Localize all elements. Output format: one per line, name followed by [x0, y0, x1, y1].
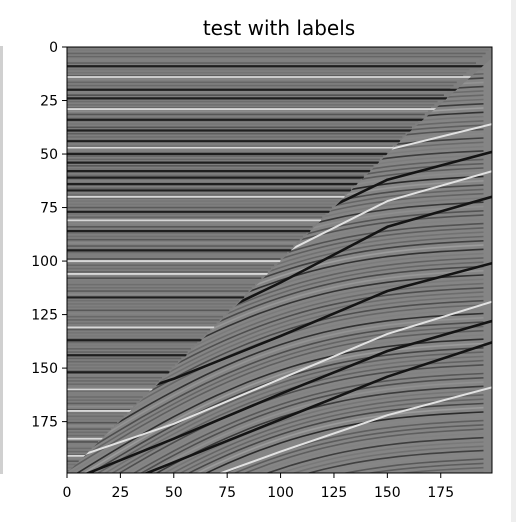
dipping-texture-line — [67, 502, 484, 522]
right-sidebar-strip — [511, 0, 516, 522]
y-tick-label: 125 — [31, 308, 58, 324]
x-tick-label: 175 — [427, 485, 454, 501]
x-tick-label: 75 — [218, 485, 236, 501]
x-tick-label: 0 — [63, 485, 72, 501]
x-axis: 0 25 50 75 100 125 150 175 — [63, 473, 455, 501]
x-tick-label: 150 — [374, 485, 401, 501]
x-tick-label: 50 — [165, 485, 183, 501]
y-tick-label: 75 — [40, 201, 58, 217]
dipping-texture-line — [67, 498, 484, 522]
y-tick-label: 100 — [31, 254, 58, 270]
y-tick-label: 25 — [40, 94, 58, 110]
y-tick-label: 0 — [49, 40, 58, 56]
y-tick-label: 150 — [31, 361, 58, 377]
y-tick-label: 175 — [31, 415, 58, 431]
x-tick-label: 125 — [321, 485, 348, 501]
left-sidebar-strip — [0, 46, 3, 474]
plot-area — [67, 0, 492, 522]
chart-title: test with labels — [203, 16, 355, 40]
x-tick-label: 100 — [267, 485, 294, 501]
x-tick-label: 25 — [111, 485, 129, 501]
y-tick-label: 50 — [40, 147, 58, 163]
y-axis: 0 25 50 75 100 125 150 175 — [31, 40, 67, 431]
